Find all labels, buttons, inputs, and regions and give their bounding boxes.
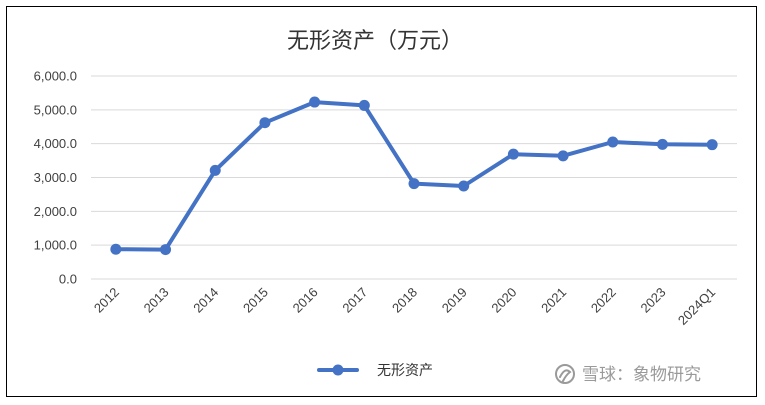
x-tick-label: 2024Q1 bbox=[675, 285, 718, 328]
y-tick-label: 4,000.0 bbox=[34, 136, 77, 151]
x-tick-label: 2013 bbox=[141, 285, 172, 316]
legend: 无形资产 bbox=[317, 363, 433, 379]
data-point-2021 bbox=[557, 150, 569, 162]
data-point-2018 bbox=[408, 178, 420, 190]
data-point-2014 bbox=[209, 164, 221, 176]
x-tick-label: 2014 bbox=[190, 285, 221, 316]
data-point-2015 bbox=[259, 117, 271, 129]
x-tick-label: 2015 bbox=[240, 285, 271, 316]
x-tick-label: 2012 bbox=[91, 285, 122, 316]
x-tick-label: 2021 bbox=[538, 285, 569, 316]
x-axis-tick-labels: 2012 2013 2014 2015 2016 2017 2018 2019 2020 2021… bbox=[91, 285, 718, 328]
series-layer bbox=[110, 96, 718, 256]
watermark: 雪球：象物研究 bbox=[555, 364, 701, 385]
data-point-2024Q1 bbox=[706, 139, 718, 151]
data-point-2016 bbox=[309, 96, 321, 108]
gridlines bbox=[91, 75, 737, 280]
y-tick-label: 5,000.0 bbox=[34, 102, 77, 117]
chart-frame: 无形资产（万元） 0.0 1,000.0 2,000.0 3,000.0 4,000.0… bbox=[6, 6, 757, 397]
x-tick-label: 2023 bbox=[638, 285, 669, 316]
y-tick-label: 1,000.0 bbox=[34, 238, 77, 253]
watermark-text: 雪球：象物研究 bbox=[582, 365, 701, 385]
data-point-2019 bbox=[458, 180, 470, 192]
data-point-2013 bbox=[160, 244, 172, 256]
y-tick-label: 6,000.0 bbox=[34, 69, 77, 84]
series-line bbox=[113, 100, 715, 252]
data-point-2022 bbox=[607, 136, 619, 148]
line-chart: 无形资产（万元） 0.0 1,000.0 2,000.0 3,000.0 4,000.0… bbox=[34, 29, 737, 385]
y-tick-label: 3,000.0 bbox=[34, 170, 77, 185]
snowball-logo-icon bbox=[555, 364, 575, 384]
x-tick-label: 2019 bbox=[439, 285, 470, 316]
y-tick-label: 2,000.0 bbox=[34, 204, 77, 219]
data-point-2017 bbox=[358, 99, 370, 111]
legend-point-marker bbox=[332, 364, 344, 376]
x-tick-label: 2022 bbox=[588, 285, 619, 316]
x-tick-label: 2018 bbox=[389, 285, 420, 316]
x-tick-label: 2017 bbox=[339, 285, 370, 316]
legend-label: 无形资产 bbox=[377, 363, 433, 379]
x-tick-label: 2020 bbox=[488, 285, 519, 316]
y-tick-label: 0.0 bbox=[59, 272, 77, 287]
data-point-2023 bbox=[656, 138, 668, 150]
y-axis-tick-labels: 0.0 1,000.0 2,000.0 3,000.0 4,000.0 5,000.0 6,… bbox=[34, 69, 77, 287]
data-point-2020 bbox=[507, 148, 519, 160]
chart-title: 无形资产（万元） bbox=[287, 29, 463, 54]
x-tick-label: 2016 bbox=[290, 285, 321, 316]
data-point-2012 bbox=[110, 243, 122, 255]
